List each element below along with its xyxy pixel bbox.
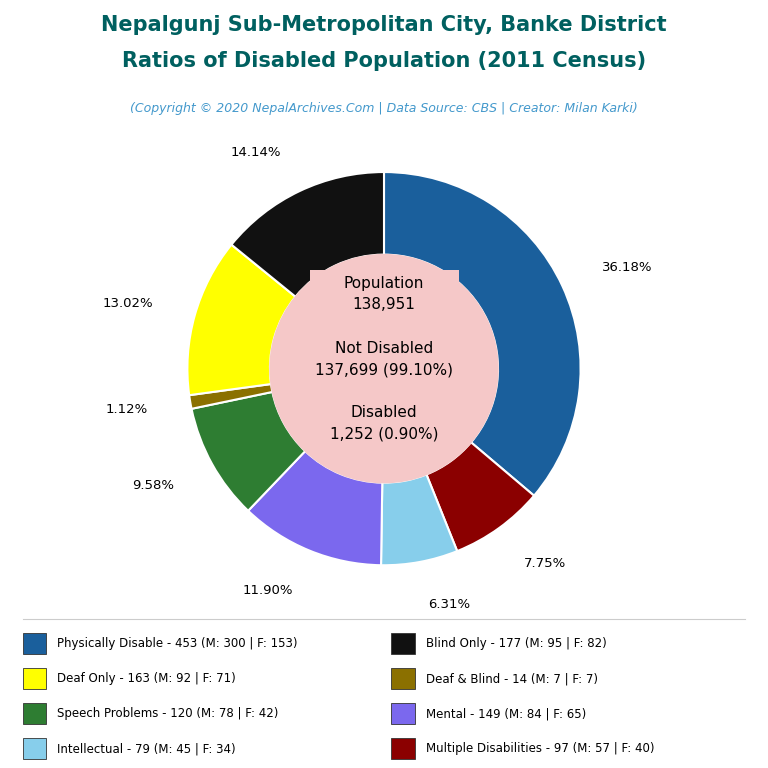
Text: Ratios of Disabled Population (2011 Census): Ratios of Disabled Population (2011 Cens… bbox=[122, 51, 646, 71]
Wedge shape bbox=[248, 451, 382, 565]
Text: (Copyright © 2020 NepalArchives.Com | Data Source: CBS | Creator: Milan Karki): (Copyright © 2020 NepalArchives.Com | Da… bbox=[130, 101, 638, 114]
Bar bbox=[392, 739, 415, 759]
Text: Speech Problems - 120 (M: 78 | F: 42): Speech Problems - 120 (M: 78 | F: 42) bbox=[58, 707, 279, 720]
Bar bbox=[392, 668, 415, 689]
Bar bbox=[23, 703, 46, 723]
Text: Intellectual - 79 (M: 45 | F: 34): Intellectual - 79 (M: 45 | F: 34) bbox=[58, 742, 236, 755]
Bar bbox=[392, 703, 415, 723]
Text: Physically Disable - 453 (M: 300 | F: 153): Physically Disable - 453 (M: 300 | F: 15… bbox=[58, 637, 298, 650]
Bar bbox=[23, 634, 46, 654]
Circle shape bbox=[270, 255, 498, 482]
Wedge shape bbox=[426, 442, 534, 551]
Text: 7.75%: 7.75% bbox=[525, 557, 567, 570]
Wedge shape bbox=[384, 172, 581, 495]
Bar bbox=[23, 739, 46, 759]
Wedge shape bbox=[187, 245, 296, 396]
Wedge shape bbox=[191, 392, 305, 511]
Text: Multiple Disabilities - 97 (M: 57 | F: 40): Multiple Disabilities - 97 (M: 57 | F: 4… bbox=[426, 742, 654, 755]
Bar bbox=[23, 668, 46, 689]
Text: 11.90%: 11.90% bbox=[243, 584, 293, 597]
Text: 13.02%: 13.02% bbox=[102, 297, 153, 310]
Text: Population
138,951

Not Disabled
137,699 (99.10%)

Disabled
1,252 (0.90%): Population 138,951 Not Disabled 137,699 … bbox=[315, 276, 453, 442]
Wedge shape bbox=[189, 384, 273, 409]
Text: 9.58%: 9.58% bbox=[132, 478, 174, 492]
Wedge shape bbox=[231, 172, 384, 296]
Text: Nepalgunj Sub-Metropolitan City, Banke District: Nepalgunj Sub-Metropolitan City, Banke D… bbox=[101, 15, 667, 35]
Text: 36.18%: 36.18% bbox=[601, 261, 652, 274]
Text: Deaf & Blind - 14 (M: 7 | F: 7): Deaf & Blind - 14 (M: 7 | F: 7) bbox=[426, 672, 598, 685]
Text: Blind Only - 177 (M: 95 | F: 82): Blind Only - 177 (M: 95 | F: 82) bbox=[426, 637, 607, 650]
Text: Mental - 149 (M: 84 | F: 65): Mental - 149 (M: 84 | F: 65) bbox=[426, 707, 586, 720]
Bar bbox=[392, 634, 415, 654]
Text: 14.14%: 14.14% bbox=[230, 146, 281, 158]
Wedge shape bbox=[381, 475, 457, 565]
Text: Deaf Only - 163 (M: 92 | F: 71): Deaf Only - 163 (M: 92 | F: 71) bbox=[58, 672, 236, 685]
Text: 6.31%: 6.31% bbox=[428, 598, 470, 611]
Text: 1.12%: 1.12% bbox=[105, 403, 147, 415]
